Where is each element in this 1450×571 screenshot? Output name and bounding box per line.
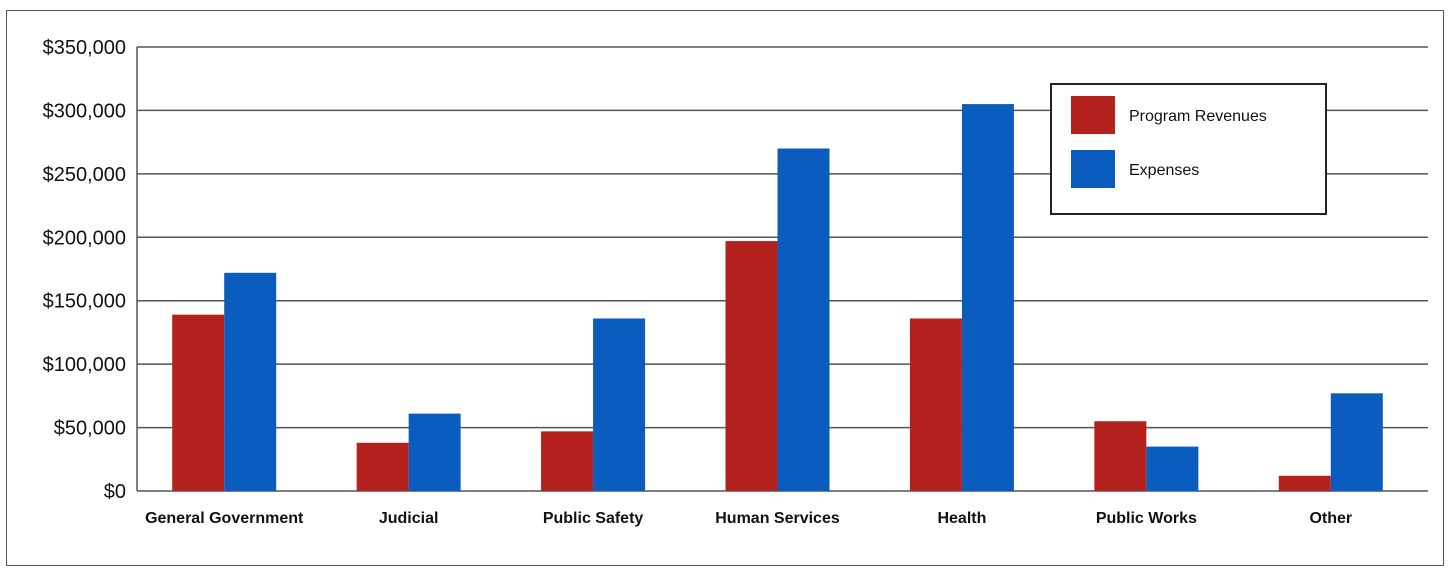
- x-category-label: Health: [937, 510, 986, 527]
- x-category-label: Other: [1309, 510, 1352, 527]
- bar-program-revenues: [172, 314, 225, 491]
- legend-swatch: [1071, 150, 1115, 188]
- bar-program-revenues: [1094, 421, 1147, 491]
- x-axis: General Government Judicial Public Safety H…: [145, 510, 1352, 527]
- bars: [172, 104, 1383, 491]
- bar-program-revenues: [541, 431, 594, 491]
- y-tick-label: $350,000: [43, 37, 126, 59]
- x-category-label: Judicial: [379, 510, 439, 527]
- bar-expenses: [593, 318, 646, 491]
- y-tick-label: $200,000: [43, 227, 126, 249]
- legend: Program Revenues Expenses: [1050, 83, 1327, 215]
- bar-expenses: [1146, 446, 1199, 491]
- legend-label: Expenses: [1129, 162, 1199, 179]
- legend-label: Program Revenues: [1129, 108, 1267, 125]
- y-tick-label: $250,000: [43, 164, 126, 186]
- y-axis: $0 $50,000 $100,000 $150,000 $200,000 $250,00…: [43, 37, 126, 503]
- legend-swatch: [1071, 96, 1115, 134]
- y-tick-label: $300,000: [43, 100, 126, 122]
- bar-expenses: [1330, 393, 1383, 491]
- x-category-label: Public Works: [1096, 510, 1197, 527]
- bar-program-revenues: [356, 442, 409, 491]
- y-tick-label: $150,000: [43, 291, 126, 313]
- bar-expenses: [777, 148, 830, 491]
- bar-program-revenues: [725, 241, 778, 491]
- bar-program-revenues: [1278, 475, 1331, 491]
- y-tick-label: $100,000: [43, 354, 126, 376]
- x-category-label: General Government: [145, 510, 304, 527]
- bar-expenses: [408, 413, 461, 491]
- y-tick-label: $0: [104, 481, 126, 503]
- y-tick-label: $50,000: [54, 418, 126, 440]
- bar-expenses: [224, 272, 277, 491]
- x-category-label: Public Safety: [543, 510, 644, 527]
- x-category-label: Human Services: [715, 510, 840, 527]
- bar-expenses: [961, 104, 1014, 491]
- bar-program-revenues: [909, 318, 962, 491]
